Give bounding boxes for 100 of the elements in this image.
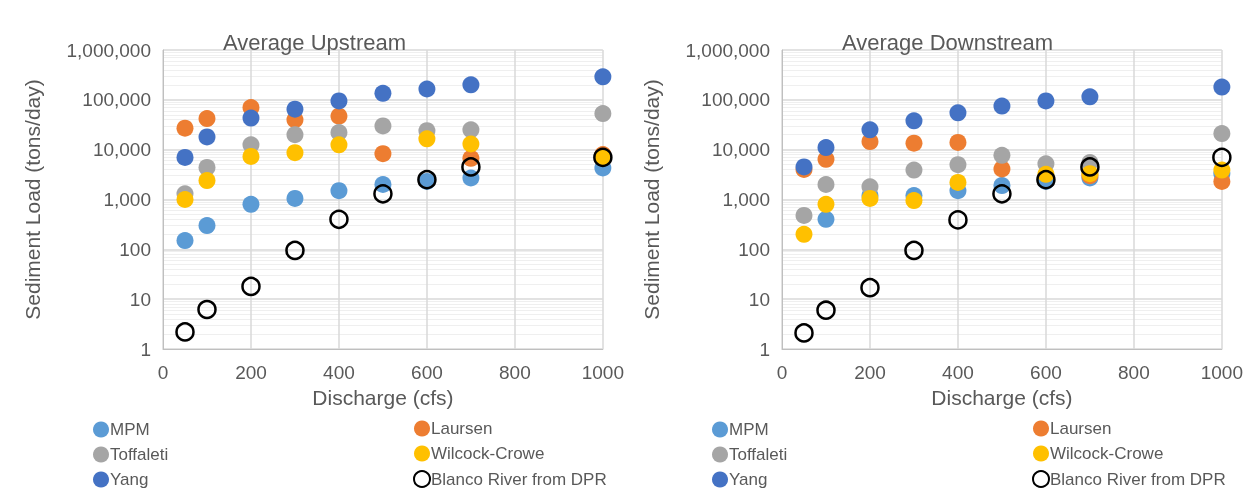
point	[949, 173, 967, 191]
point	[462, 76, 480, 94]
point	[241, 276, 261, 297]
x-tick-label: 0	[157, 362, 169, 383]
point	[1081, 88, 1099, 106]
legend-label: Toffaleti	[729, 445, 788, 464]
x-tick-label: 1000	[1200, 362, 1244, 383]
legend-label: Wilcock-Crowe	[1050, 444, 1164, 463]
legend-label: MPM	[729, 420, 769, 439]
point	[175, 322, 195, 342]
point	[374, 145, 392, 163]
point	[242, 109, 260, 127]
point	[176, 148, 194, 166]
y-tick-label: 1	[759, 338, 770, 360]
point	[286, 126, 304, 144]
point	[198, 172, 216, 190]
y-tick-label: 10,000	[711, 139, 770, 161]
y-tick-label: 1,000,000	[66, 39, 151, 61]
point	[374, 84, 392, 102]
y-tick-label: 100,000	[701, 89, 770, 111]
point	[949, 156, 967, 174]
legend-label: Blanco River from DPR	[1050, 469, 1226, 489]
point	[198, 110, 216, 128]
point	[992, 184, 1012, 204]
point	[861, 121, 879, 139]
y-tick-label: 100,000	[82, 89, 151, 111]
point	[198, 217, 216, 235]
point	[817, 195, 835, 213]
point	[461, 157, 481, 177]
point	[594, 105, 612, 123]
chart-title: Average Downstream	[842, 29, 1054, 55]
point	[860, 277, 880, 298]
x-tick-label: 400	[323, 362, 355, 383]
point	[176, 119, 194, 137]
legend-label: Toffaleti	[110, 445, 169, 464]
y-tick-label: 1,000,000	[685, 39, 770, 61]
point	[242, 147, 260, 165]
point	[993, 97, 1011, 115]
point	[1080, 157, 1100, 177]
point	[948, 210, 968, 230]
point	[330, 107, 348, 125]
point	[462, 135, 480, 153]
point	[816, 300, 836, 320]
y-tick-label: 100	[738, 238, 770, 260]
x-tick-label: 0	[776, 362, 788, 383]
point	[993, 146, 1011, 164]
legend-label: Blanco River from DPR	[431, 469, 607, 489]
point	[817, 210, 835, 228]
x-tick-label: 200	[235, 362, 267, 383]
legend-label: MPM	[110, 420, 150, 439]
point	[905, 161, 923, 179]
x-tick-label: 600	[1030, 362, 1062, 383]
x-tick-label: 800	[1118, 362, 1150, 383]
point	[418, 80, 436, 98]
point	[286, 100, 304, 118]
y-tick-label: 10,000	[92, 139, 151, 161]
point	[176, 191, 194, 208]
point	[1037, 92, 1055, 110]
x-axis-title: Discharge (cfs)	[931, 385, 1073, 409]
point	[794, 323, 814, 343]
point	[817, 176, 835, 193]
point	[198, 128, 216, 146]
point	[904, 240, 924, 261]
point	[949, 104, 967, 122]
legend-label: Yang	[729, 470, 768, 489]
x-axis-title: Discharge (cfs)	[312, 385, 454, 409]
point	[286, 189, 304, 207]
point	[949, 133, 967, 151]
point	[817, 139, 835, 157]
x-tick-label: 600	[411, 362, 443, 383]
y-tick-label: 1	[140, 338, 151, 360]
point	[795, 206, 813, 224]
point	[285, 240, 305, 261]
legend-label: Yang	[110, 470, 149, 489]
point	[176, 232, 194, 250]
point	[462, 121, 480, 139]
y-tick-label: 100	[119, 238, 151, 260]
point	[374, 117, 392, 135]
point	[330, 182, 348, 200]
legend-label: Wilcock-Crowe	[431, 444, 545, 463]
y-tick-label: 10	[129, 288, 151, 310]
point	[795, 225, 813, 243]
point	[1212, 147, 1232, 168]
point	[905, 112, 923, 130]
point	[197, 299, 217, 320]
point	[1213, 78, 1231, 96]
x-tick-label: 200	[854, 362, 886, 383]
x-tick-label: 800	[499, 362, 531, 383]
y-axis-title: Sediment Load (tons/day)	[21, 79, 44, 320]
point	[242, 195, 260, 213]
y-tick-label: 10	[748, 288, 770, 310]
legend-label: Laursen	[431, 419, 493, 438]
point	[905, 192, 923, 210]
point	[373, 184, 393, 204]
y-axis-title: Sediment Load (tons/day)	[640, 79, 663, 320]
chart-title: Average Upstream	[223, 29, 407, 55]
point	[905, 134, 923, 152]
x-tick-label: 400	[942, 362, 974, 383]
point	[286, 144, 304, 162]
y-tick-label: 1,000	[103, 189, 151, 210]
